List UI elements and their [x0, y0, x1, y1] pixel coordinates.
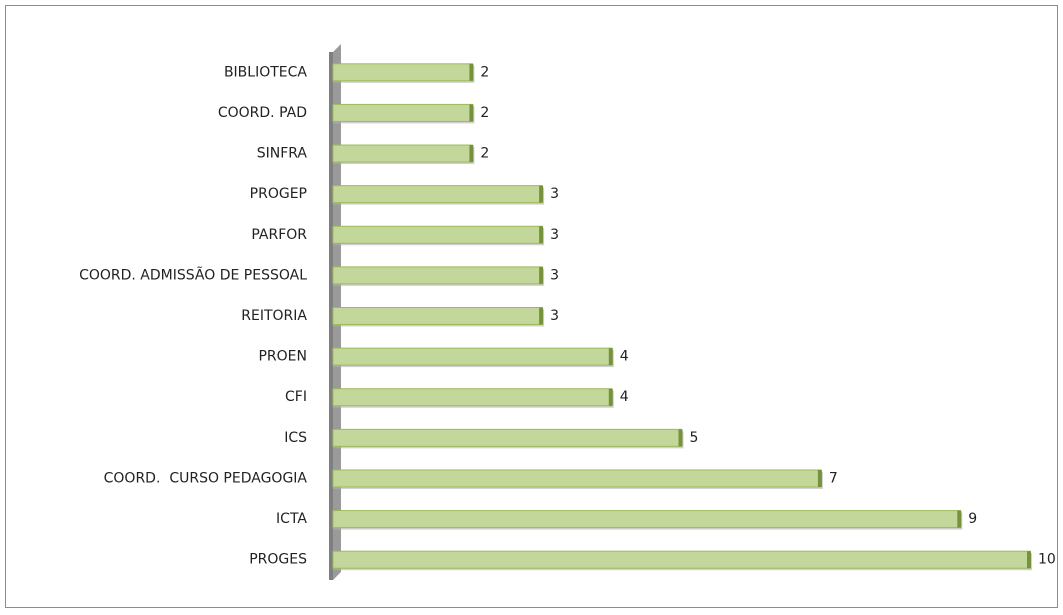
value-label: 3	[550, 186, 559, 202]
bar	[332, 225, 543, 244]
value-label: 9	[968, 511, 977, 527]
bar	[332, 185, 543, 204]
bar	[332, 347, 613, 366]
y-tick-label: COORD. PAD	[218, 105, 307, 121]
bar-end	[469, 145, 474, 163]
bar-end	[539, 266, 544, 284]
value-label: 3	[550, 227, 559, 243]
y-tick-label: ICTA	[276, 511, 307, 527]
bar-end	[539, 226, 544, 244]
y-tick-label: REITORIA	[241, 308, 307, 324]
bar-end	[678, 429, 683, 447]
bar-end	[539, 185, 544, 203]
bar	[332, 144, 473, 163]
value-label: 4	[620, 349, 629, 365]
y-tick-label: COORD. CURSO PEDAGOGIA	[104, 470, 308, 486]
bar-end	[1027, 551, 1031, 569]
bar	[332, 550, 1031, 569]
y-tick-label: CFI	[285, 389, 307, 405]
y-tick-label: COORD. ADMISSÃO DE PESSOAL	[79, 266, 307, 283]
bar	[332, 510, 961, 529]
y-tick-label: PARFOR	[251, 227, 307, 243]
y-tick-label: PROGES	[249, 552, 307, 568]
bar-end	[539, 307, 544, 325]
bar	[332, 469, 822, 488]
bar	[332, 307, 543, 325]
bar	[332, 103, 473, 122]
bar-end	[608, 348, 613, 366]
value-label: 7	[829, 470, 838, 486]
y-tick-label: SINFRA	[257, 146, 308, 162]
value-label: 2	[480, 105, 489, 121]
y-tick-label: PROEN	[258, 349, 307, 365]
y-tick-label: PROGEP	[250, 186, 307, 202]
value-label: 4	[620, 389, 629, 405]
bar-end	[817, 469, 822, 487]
bar	[332, 63, 473, 82]
y-tick-label: ICS	[284, 430, 307, 446]
value-label: 5	[690, 430, 699, 446]
bar	[332, 266, 543, 285]
value-label: 3	[550, 308, 559, 324]
bar-end	[469, 104, 474, 122]
value-label: 3	[550, 267, 559, 283]
value-label: 10	[1038, 552, 1056, 568]
bar-end	[957, 510, 962, 528]
y-tick-label: BIBLIOTECA	[224, 64, 307, 80]
value-label: 2	[480, 146, 489, 162]
bar-end	[469, 63, 474, 81]
bar	[332, 428, 682, 447]
value-label: 2	[480, 64, 489, 80]
axis-wall-face	[329, 52, 333, 580]
chart-frame	[5, 5, 1058, 608]
bar	[332, 388, 613, 407]
bar-end	[608, 388, 613, 406]
